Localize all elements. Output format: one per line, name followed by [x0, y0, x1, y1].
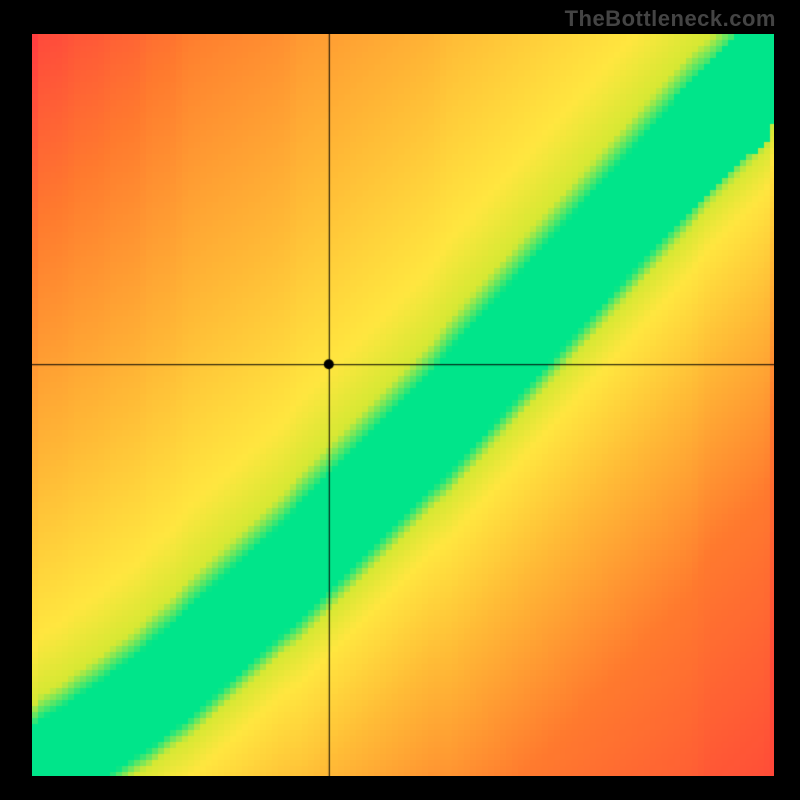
bottleneck-heatmap: [32, 34, 774, 776]
watermark-text: TheBottleneck.com: [565, 6, 776, 32]
